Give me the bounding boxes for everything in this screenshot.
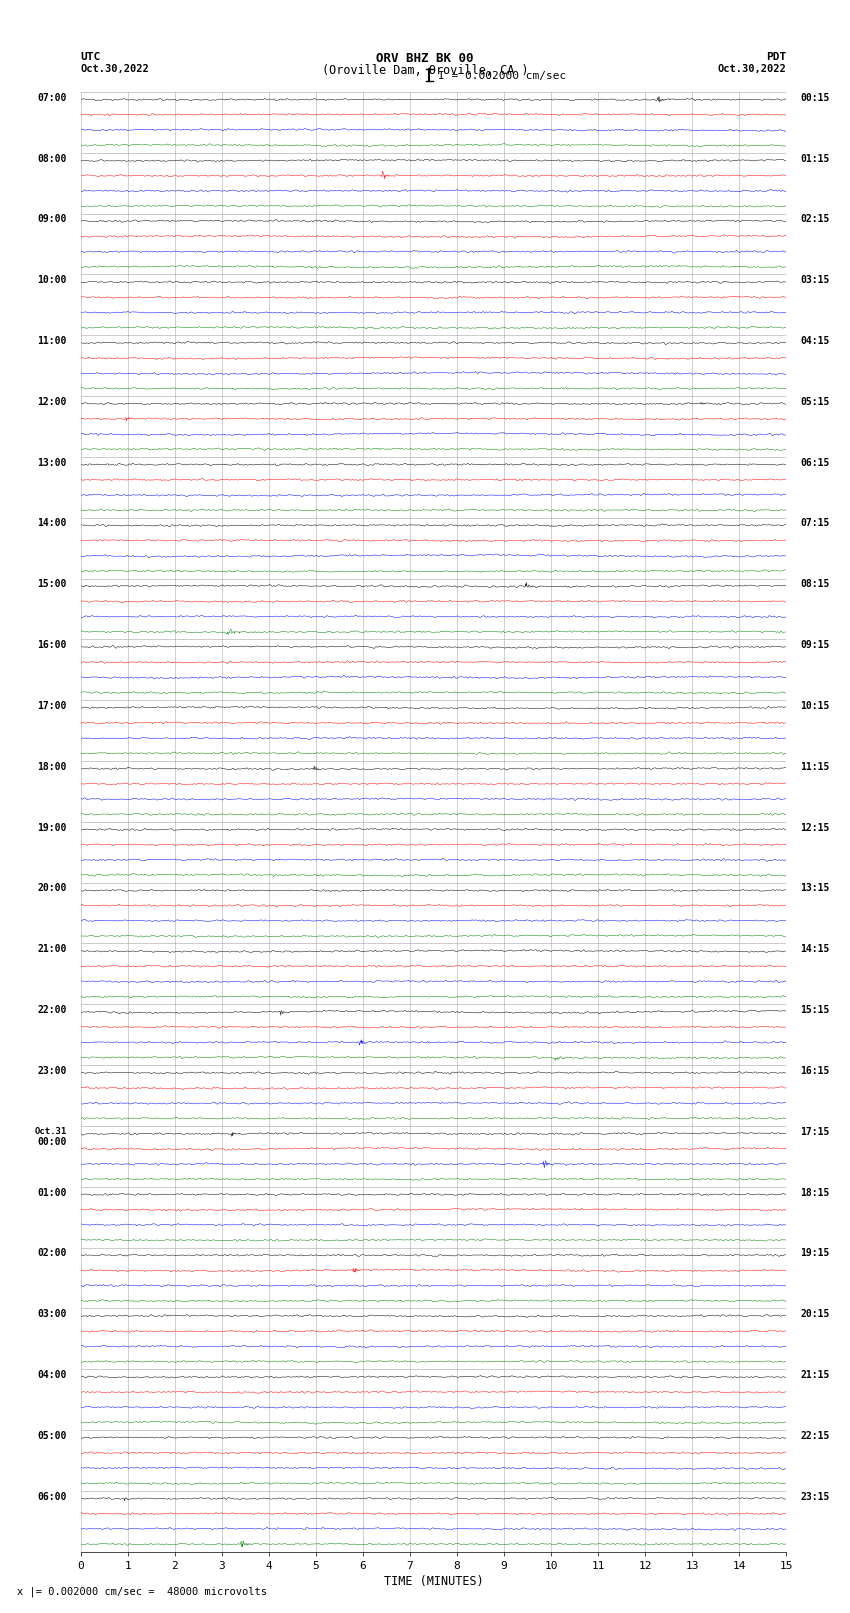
Text: 17:15: 17:15	[801, 1127, 830, 1137]
X-axis label: TIME (MINUTES): TIME (MINUTES)	[383, 1574, 484, 1587]
Text: 02:15: 02:15	[801, 215, 830, 224]
Text: 08:15: 08:15	[801, 579, 830, 589]
Text: Oct.30,2022: Oct.30,2022	[81, 65, 150, 74]
Text: 04:00: 04:00	[37, 1369, 66, 1381]
Text: 21:15: 21:15	[801, 1369, 830, 1381]
Text: 10:15: 10:15	[801, 702, 830, 711]
Text: PDT: PDT	[766, 52, 786, 63]
Text: 22:15: 22:15	[801, 1431, 830, 1440]
Text: 07:00: 07:00	[37, 92, 66, 103]
Text: I = 0.002000 cm/sec: I = 0.002000 cm/sec	[438, 71, 566, 81]
Text: 23:00: 23:00	[37, 1066, 66, 1076]
Text: 07:15: 07:15	[801, 518, 830, 529]
Text: 15:00: 15:00	[37, 579, 66, 589]
Text: 05:00: 05:00	[37, 1431, 66, 1440]
Text: 13:15: 13:15	[801, 884, 830, 894]
Text: 00:00: 00:00	[37, 1137, 66, 1147]
Text: 19:00: 19:00	[37, 823, 66, 832]
Text: 12:00: 12:00	[37, 397, 66, 406]
Text: ORV BHZ BK 00: ORV BHZ BK 00	[377, 52, 473, 66]
Text: 01:00: 01:00	[37, 1187, 66, 1197]
Text: 00:15: 00:15	[801, 92, 830, 103]
Text: 15:15: 15:15	[801, 1005, 830, 1015]
Text: 16:15: 16:15	[801, 1066, 830, 1076]
Text: Oct.30,2022: Oct.30,2022	[717, 65, 786, 74]
Text: 16:00: 16:00	[37, 640, 66, 650]
Text: 03:15: 03:15	[801, 276, 830, 286]
Text: 11:15: 11:15	[801, 761, 830, 771]
Text: 09:00: 09:00	[37, 215, 66, 224]
Text: 06:00: 06:00	[37, 1492, 66, 1502]
Text: 10:00: 10:00	[37, 276, 66, 286]
Text: x |= 0.002000 cm/sec =  48000 microvolts: x |= 0.002000 cm/sec = 48000 microvolts	[17, 1586, 267, 1597]
Text: (Oroville Dam, Oroville, CA ): (Oroville Dam, Oroville, CA )	[321, 65, 529, 77]
Text: Oct.31: Oct.31	[34, 1127, 66, 1136]
Text: 14:15: 14:15	[801, 944, 830, 955]
Text: 02:00: 02:00	[37, 1248, 66, 1258]
Text: 08:00: 08:00	[37, 153, 66, 163]
Text: 20:15: 20:15	[801, 1310, 830, 1319]
Text: 12:15: 12:15	[801, 823, 830, 832]
Text: 04:15: 04:15	[801, 336, 830, 347]
Text: 22:00: 22:00	[37, 1005, 66, 1015]
Text: 13:00: 13:00	[37, 458, 66, 468]
Text: UTC: UTC	[81, 52, 101, 63]
Text: 11:00: 11:00	[37, 336, 66, 347]
Text: 06:15: 06:15	[801, 458, 830, 468]
Text: 23:15: 23:15	[801, 1492, 830, 1502]
Text: 01:15: 01:15	[801, 153, 830, 163]
Text: 14:00: 14:00	[37, 518, 66, 529]
Text: 20:00: 20:00	[37, 884, 66, 894]
Text: 09:15: 09:15	[801, 640, 830, 650]
Text: 17:00: 17:00	[37, 702, 66, 711]
Text: 03:00: 03:00	[37, 1310, 66, 1319]
Text: 21:00: 21:00	[37, 944, 66, 955]
Text: 19:15: 19:15	[801, 1248, 830, 1258]
Text: 18:15: 18:15	[801, 1187, 830, 1197]
Text: 18:00: 18:00	[37, 761, 66, 771]
Text: 05:15: 05:15	[801, 397, 830, 406]
